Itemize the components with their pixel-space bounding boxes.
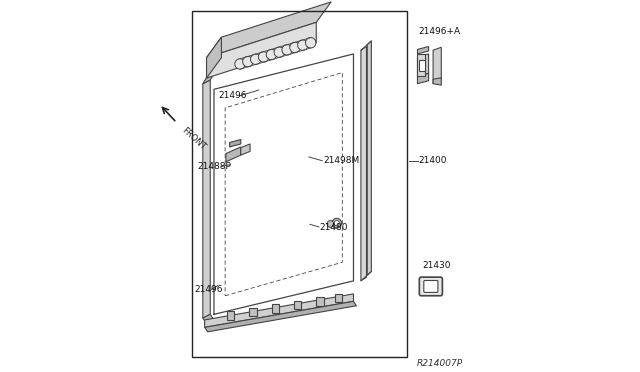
Polygon shape (227, 311, 234, 320)
Polygon shape (417, 54, 425, 76)
Ellipse shape (305, 38, 316, 48)
Text: FRONT: FRONT (180, 126, 207, 152)
Polygon shape (316, 297, 324, 305)
Polygon shape (230, 140, 241, 147)
Text: 21480: 21480 (319, 223, 348, 232)
Ellipse shape (235, 59, 245, 69)
Polygon shape (367, 41, 371, 275)
Ellipse shape (243, 57, 253, 67)
Ellipse shape (259, 52, 269, 62)
Polygon shape (205, 301, 356, 332)
Polygon shape (207, 22, 316, 78)
Polygon shape (250, 308, 257, 316)
Polygon shape (205, 294, 353, 327)
FancyBboxPatch shape (424, 280, 438, 292)
Circle shape (334, 221, 339, 226)
Ellipse shape (266, 49, 276, 60)
Polygon shape (203, 80, 211, 318)
Polygon shape (207, 37, 221, 78)
Polygon shape (433, 78, 441, 85)
Ellipse shape (274, 47, 285, 57)
Ellipse shape (250, 54, 261, 64)
Text: 21496+A: 21496+A (419, 27, 461, 36)
Polygon shape (361, 46, 367, 281)
Polygon shape (203, 73, 215, 84)
Polygon shape (335, 294, 342, 302)
Polygon shape (294, 301, 301, 309)
Circle shape (332, 218, 342, 228)
Polygon shape (203, 314, 214, 324)
Polygon shape (207, 2, 331, 58)
Text: R214007P: R214007P (417, 359, 463, 368)
Ellipse shape (298, 40, 308, 50)
Bar (191, 11, 408, 357)
Text: 21400: 21400 (419, 156, 447, 165)
Polygon shape (417, 54, 429, 76)
FancyBboxPatch shape (419, 277, 442, 296)
Text: 21496: 21496 (195, 285, 223, 294)
Polygon shape (417, 73, 429, 84)
Text: 21496: 21496 (219, 92, 247, 100)
Polygon shape (417, 46, 429, 54)
Polygon shape (226, 147, 241, 162)
Polygon shape (419, 60, 425, 71)
Ellipse shape (290, 42, 300, 53)
Polygon shape (271, 304, 279, 313)
Text: 21430: 21430 (422, 262, 451, 270)
Polygon shape (241, 144, 250, 155)
Circle shape (327, 221, 334, 227)
Ellipse shape (282, 45, 292, 55)
Text: 21498M: 21498M (323, 156, 359, 165)
Polygon shape (433, 47, 441, 84)
Text: 21488P: 21488P (197, 162, 231, 171)
